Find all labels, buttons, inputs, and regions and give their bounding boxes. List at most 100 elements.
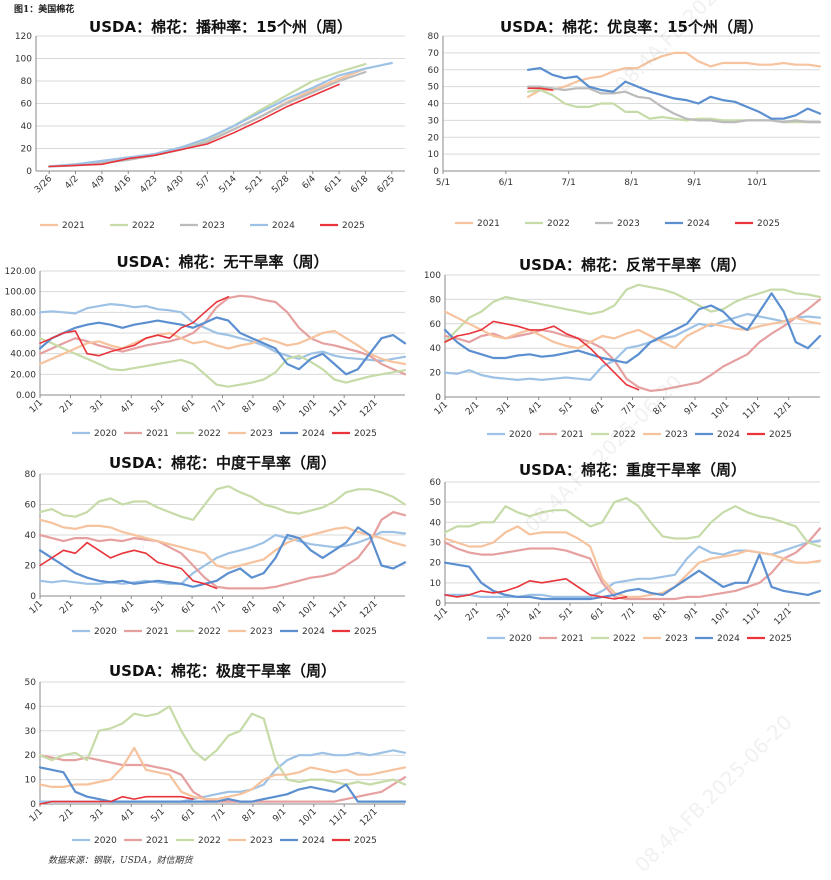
x-tick-label: 9/1 xyxy=(683,400,700,417)
series-line-2021 xyxy=(48,67,367,168)
x-tick-label: 11/1 xyxy=(741,606,762,627)
chart-title: USDA：棉花：播种率：15个州（周） xyxy=(89,18,352,36)
x-tick-label: 12/1 xyxy=(358,398,379,419)
x-tick-label: 5/21 xyxy=(244,174,265,195)
x-tick-label: 6/25 xyxy=(376,174,397,195)
series-line-2023 xyxy=(38,746,407,801)
chart-title: USDA：棉花：优良率：15个州（周） xyxy=(500,18,763,36)
legend-label: 2024 xyxy=(272,221,295,231)
series-line-2024 xyxy=(38,316,407,376)
y-tick-label: 50 xyxy=(428,83,440,93)
x-tick-label: 10/1 xyxy=(298,398,319,419)
x-tick-label: 11/1 xyxy=(741,400,762,421)
series-line-2025 xyxy=(39,795,194,805)
legend-label: 2025 xyxy=(342,221,365,231)
x-tick-label: 12/1 xyxy=(773,606,794,627)
legend-label: 2021 xyxy=(477,219,500,229)
series-line-2021 xyxy=(443,527,822,601)
chart-title: USDA：棉花：重度干旱率（周） xyxy=(519,461,746,479)
x-tick-label: 2/1 xyxy=(58,807,75,824)
chart-title: USDA：棉花：反常干旱率（周） xyxy=(519,256,746,274)
legend-label: 2022 xyxy=(198,429,221,439)
y-tick-label: 100.00 xyxy=(5,288,37,298)
y-tick-label: 20 xyxy=(21,145,33,155)
x-tick-label: 5/14 xyxy=(217,174,239,196)
y-tick-label: 0 xyxy=(30,592,36,602)
x-tick-label: 4/2 xyxy=(63,174,80,191)
series-line-2024 xyxy=(443,553,822,601)
x-tick-label: 10/1 xyxy=(298,599,319,620)
y-tick-label: 40 xyxy=(430,344,442,354)
x-tick-label: 9/1 xyxy=(683,606,700,623)
x-tick-label: 12/1 xyxy=(773,400,794,421)
legend-label: 2025 xyxy=(354,836,377,846)
chart-panel-condition: USDA：棉花：优良率：15个州（周） 0 10 20 30 40 50 60 70 80 5/1 6… xyxy=(415,16,831,236)
x-tick-label: 6/1 xyxy=(589,606,606,623)
x-tick-label: 2/1 xyxy=(58,398,75,415)
legend-label: 2023 xyxy=(250,429,273,439)
legend-label: 2021 xyxy=(62,221,85,231)
x-tick-label: 8/1 xyxy=(241,398,258,415)
y-tick-label: 120 xyxy=(15,32,32,42)
legend-label: 2024 xyxy=(302,836,325,846)
x-tick-label: 10/1 xyxy=(710,400,731,421)
x-tick-label: 5/1 xyxy=(558,400,575,417)
legend-label: 2022 xyxy=(198,627,221,637)
watermark: 08.4A.FB.2025-06-20 xyxy=(630,710,797,877)
chart-panel-planting: USDA：棉花：播种率：15个州（周） 0 20 40 60 80 100 120 3/26 4/… xyxy=(0,16,415,236)
chart-panel-moderate-drought: USDA：棉花：中度干旱率（周） 0 20 40 60 80 1/1 2/1 3/1 4/1 5/1… xyxy=(0,448,415,646)
x-tick-label: 4/1 xyxy=(119,807,136,824)
x-tick-label: 7/1 xyxy=(620,400,637,417)
legend-label: 2020 xyxy=(509,634,532,644)
y-tick-label: 30 xyxy=(25,727,37,737)
x-tick-label: 3/1 xyxy=(495,606,512,623)
chart-panel-no-drought: USDA：棉花：无干旱率（周） 0.00 20.00 40.00 60.00 80.00 1… xyxy=(0,245,415,445)
y-tick-label: 40 xyxy=(25,531,37,541)
x-tick-label: 6/1 xyxy=(180,398,197,415)
series-line-2021 xyxy=(38,511,407,590)
legend-label: 2024 xyxy=(687,219,710,229)
y-tick-label: 20 xyxy=(430,559,442,569)
chart-title: USDA：棉花：中度干旱率（周） xyxy=(109,454,336,472)
x-tick-label: 2/1 xyxy=(464,400,481,417)
x-tick-label: 10/1 xyxy=(298,807,319,828)
y-tick-label: 60 xyxy=(25,501,37,511)
chart-title: USDA：棉花：极度干旱率（周） xyxy=(109,662,336,680)
x-tick-label: 4/1 xyxy=(119,398,136,415)
series-line-2024 xyxy=(38,766,407,803)
series-line-2024 xyxy=(443,292,822,364)
legend-label: 2022 xyxy=(547,219,570,229)
x-tick-label: 7/1 xyxy=(561,178,575,188)
x-tick-label: 9/1 xyxy=(271,398,288,415)
chart-panel-extreme-drought: USDA：棉花：极度干旱率（周） 0 10 20 30 40 50 1/1 2/1 3/1 4/1 5… xyxy=(0,652,415,850)
legend-label: 2021 xyxy=(146,836,169,846)
series-line-2024 xyxy=(527,67,822,120)
x-tick-label: 4/30 xyxy=(165,174,187,196)
x-tick-label: 3/26 xyxy=(33,174,55,196)
legend-label: 2021 xyxy=(146,627,169,637)
x-tick-label: 11/1 xyxy=(328,398,349,419)
y-tick-label: 30 xyxy=(430,539,442,549)
y-tick-label: 60 xyxy=(428,66,440,76)
legend-label: 2023 xyxy=(665,634,688,644)
series-line-2023 xyxy=(527,85,822,124)
x-tick-label: 6/18 xyxy=(349,174,371,196)
x-tick-label: 11/1 xyxy=(328,807,349,828)
y-tick-label: 80 xyxy=(25,470,37,480)
legend-label: 2020 xyxy=(509,430,532,440)
x-tick-label: 5/1 xyxy=(436,178,450,188)
y-tick-label: 40 xyxy=(430,518,442,528)
series-line-2022 xyxy=(38,337,407,388)
series-line-2022 xyxy=(443,497,822,548)
x-tick-label: 2/1 xyxy=(58,599,75,616)
legend-label: 2023 xyxy=(250,627,273,637)
y-tick-label: 0.00 xyxy=(16,391,36,401)
legend-label: 2025 xyxy=(769,430,792,440)
y-tick-label: 100 xyxy=(15,55,32,65)
y-tick-label: 20 xyxy=(430,369,442,379)
x-tick-label: 3/1 xyxy=(89,599,106,616)
y-tick-label: 0 xyxy=(435,599,441,609)
series-line-2020 xyxy=(38,303,407,362)
x-tick-label: 7/1 xyxy=(210,398,227,415)
y-tick-label: 40 xyxy=(21,122,33,132)
